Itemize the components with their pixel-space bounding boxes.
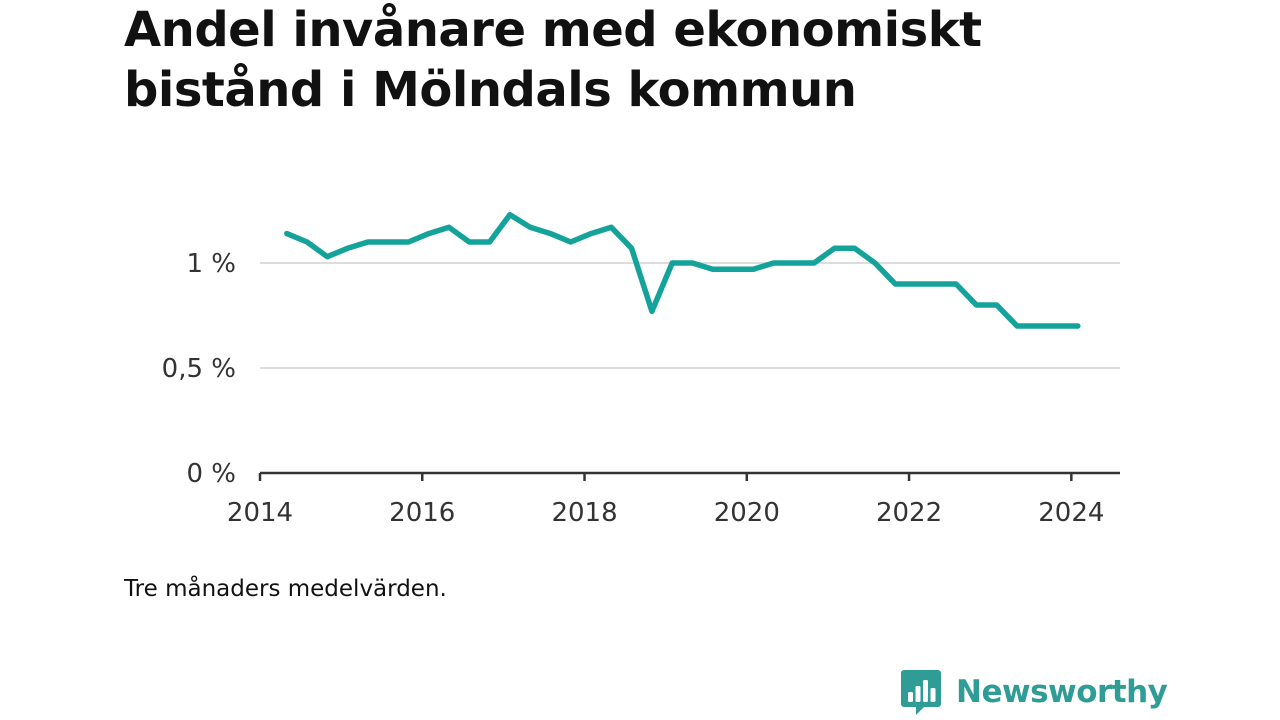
x-tick-label: 2020 <box>714 498 780 528</box>
x-tick-label: 2022 <box>876 498 942 528</box>
x-axis-labels: 2014 2016 2018 2020 2022 2024 <box>227 498 1104 528</box>
x-tick-label: 2014 <box>227 498 293 528</box>
line-chart: 0 % 0,5 % 1 % 2014 2016 2018 2020 2022 2024 <box>162 211 1120 528</box>
bar-chart-speech-bubble-icon <box>901 670 941 715</box>
x-axis <box>258 471 1120 481</box>
x-tick-label: 2018 <box>551 498 617 528</box>
brand-name: Newsworthy <box>956 674 1168 710</box>
y-tick-label: 0 % <box>186 459 236 489</box>
y-tick-label: 0,5 % <box>162 354 236 384</box>
x-tick-label: 2024 <box>1038 498 1104 528</box>
x-tick-label: 2016 <box>389 498 455 528</box>
brand-logo: Newsworthy <box>900 668 1168 716</box>
chart-note: Tre månaders medelvärden. <box>124 576 447 602</box>
y-axis-labels: 0 % 0,5 % 1 % <box>162 249 236 489</box>
gridlines <box>260 262 1120 369</box>
chart-title: Andel invånare med ekonomiskt bistånd i … <box>124 2 982 118</box>
series-layer <box>284 211 1081 329</box>
series-line <box>284 211 1081 329</box>
y-tick-label: 1 % <box>186 249 236 279</box>
